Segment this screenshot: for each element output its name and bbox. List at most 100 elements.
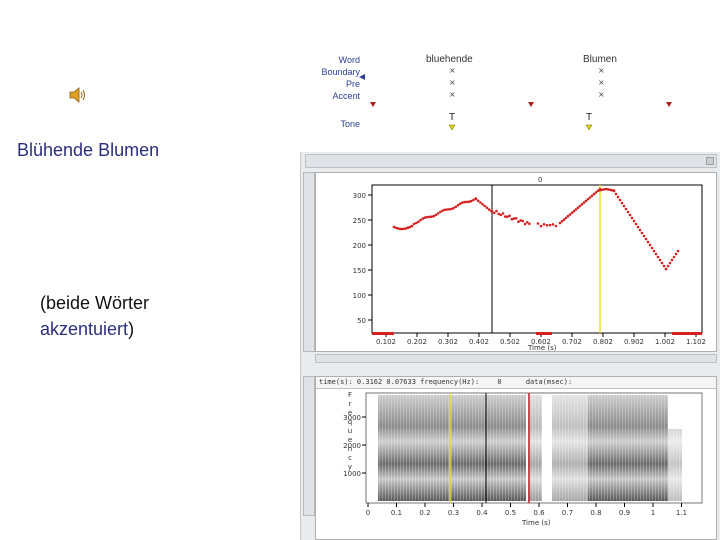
pitch-x-tick-label: 0.102 (376, 338, 396, 346)
pitch-point (598, 188, 602, 192)
pitch-point (650, 246, 654, 250)
pitch-point (664, 267, 668, 271)
pitch-cursor-label: 0 (538, 176, 542, 184)
spectro-y-tick-label: 3000 (343, 414, 361, 422)
boundary-mark-2: × (598, 66, 605, 75)
tier-area: bluehende Blumen × × × × × × T T (360, 48, 700, 140)
pitch-point (487, 208, 491, 211)
pitch-point (602, 188, 606, 191)
pitch-point (576, 206, 580, 209)
pre-mark-2: × (598, 78, 605, 87)
pitch-point (463, 200, 466, 204)
pitch-point (454, 205, 458, 209)
note-text: (beide Wörter akzentuiert) (40, 290, 149, 342)
spectro-x-tick-label: 0.2 (419, 509, 430, 517)
spectro-y-axis: 3000 2000 1000 (343, 414, 366, 478)
pitch-point (620, 201, 624, 205)
pitch-point (474, 197, 478, 201)
pitch-point (410, 224, 414, 228)
pitch-point (582, 201, 586, 204)
spectrogram-plot: 3000 2000 1000 0 0.1 0.2 0.3 0.4 0.5 0.6 0.7 0.8 0.… (343, 391, 703, 527)
pitch-point (510, 217, 514, 221)
tone-label-2[interactable]: T (586, 112, 593, 123)
pitch-point (560, 220, 564, 223)
pitch-x-tick-label: 0.502 (500, 338, 520, 346)
pitch-x-tick-label: 0.202 (407, 338, 427, 346)
spectro-segment-1 (378, 395, 526, 501)
pitch-point (616, 195, 620, 199)
pitch-point (634, 222, 638, 226)
pitch-point (456, 203, 460, 207)
note-line-2: akzentuiert) (40, 316, 149, 342)
pitch-point (590, 194, 594, 198)
spectro-x-tick-label: 0.3 (448, 509, 459, 517)
pitch-baseline-right (672, 332, 702, 335)
spectro-x-tick-label: 0 (366, 509, 370, 517)
spectro-pane[interactable]: time(s): 0.3162 0.07633 frequency(Hz): 0… (315, 376, 717, 540)
note-accent-word: akzentuiert (40, 319, 129, 339)
pitch-scrollbar[interactable] (315, 354, 717, 363)
spectro-y-label-char: y (348, 463, 352, 471)
pitch-point (441, 209, 444, 212)
pitch-point (523, 222, 527, 226)
window-control-button[interactable] (706, 157, 714, 165)
window-titlebar (305, 154, 717, 168)
tone-label-1[interactable]: T (449, 112, 456, 123)
spectro-y-label-char: c (348, 454, 352, 462)
pitch-point (461, 201, 464, 204)
pitch-point (630, 216, 634, 220)
pitch-point (592, 192, 596, 196)
spectro-x-tick-label: 0.1 (391, 509, 402, 517)
pitch-point (626, 210, 630, 214)
spectro-segment-3 (552, 395, 588, 501)
pitch-point (519, 219, 522, 222)
pitch-point (497, 212, 500, 216)
pre-mark-1: × (449, 78, 456, 87)
pitch-point (396, 227, 400, 230)
tier-selector-icon[interactable] (358, 73, 366, 81)
pitch-point (674, 252, 678, 256)
speaker-icon[interactable] (68, 86, 88, 104)
pitch-point (517, 220, 520, 223)
word-label-1[interactable]: bluehende (426, 54, 473, 65)
tier-label-word: Word (338, 55, 360, 65)
pitch-point (512, 217, 516, 220)
pitch-point (612, 189, 616, 193)
spectro-x-tick-label: 0.9 (619, 509, 630, 517)
pitch-point (566, 214, 570, 218)
tier-label-pre: Pre (345, 79, 360, 89)
pitch-point (476, 199, 480, 203)
tier-label-tone: Tone (340, 119, 360, 129)
pitch-point (434, 213, 438, 217)
pitch-point (465, 200, 469, 204)
pitch-x-tick-label: 1.102 (686, 338, 706, 346)
spectro-toolbar[interactable] (303, 376, 315, 516)
pitch-point (501, 212, 505, 215)
pitch-point (428, 215, 431, 219)
tier-label-accent: Accent (332, 91, 360, 101)
pitch-point (412, 222, 416, 226)
pitch-point (568, 213, 572, 216)
spectro-y-label-char: q (348, 418, 352, 426)
spectro-x-tick-label: 0.8 (590, 509, 601, 517)
spectro-y-tick-label: 1000 (343, 470, 361, 478)
pitch-toolbar[interactable] (303, 172, 315, 352)
pitch-point (578, 204, 582, 208)
word-label-2[interactable]: Blumen (583, 54, 617, 65)
pitch-point (596, 189, 600, 192)
pitch-x-tick-label: 0.802 (593, 338, 613, 346)
pitch-point (572, 209, 576, 213)
note-line-1: (beide Wörter (40, 293, 150, 313)
pitch-point (514, 217, 518, 220)
word-boundary-marker-3 (666, 102, 672, 107)
pitch-point (580, 203, 584, 206)
pitch-point (662, 264, 666, 268)
spectro-y-label-char: e (348, 409, 352, 417)
pitch-point (481, 203, 484, 206)
pitch-point (570, 211, 574, 215)
spectro-y-label-char: F (348, 391, 352, 399)
pitch-pane[interactable]: 0 300 250 200 150 100 50 0.102 0.202 0.302 0.402… (315, 172, 717, 352)
spectro-header-freq-val: 0 (497, 378, 502, 386)
pitch-y-tick-label: 50 (357, 317, 366, 325)
pitch-point (670, 258, 674, 262)
